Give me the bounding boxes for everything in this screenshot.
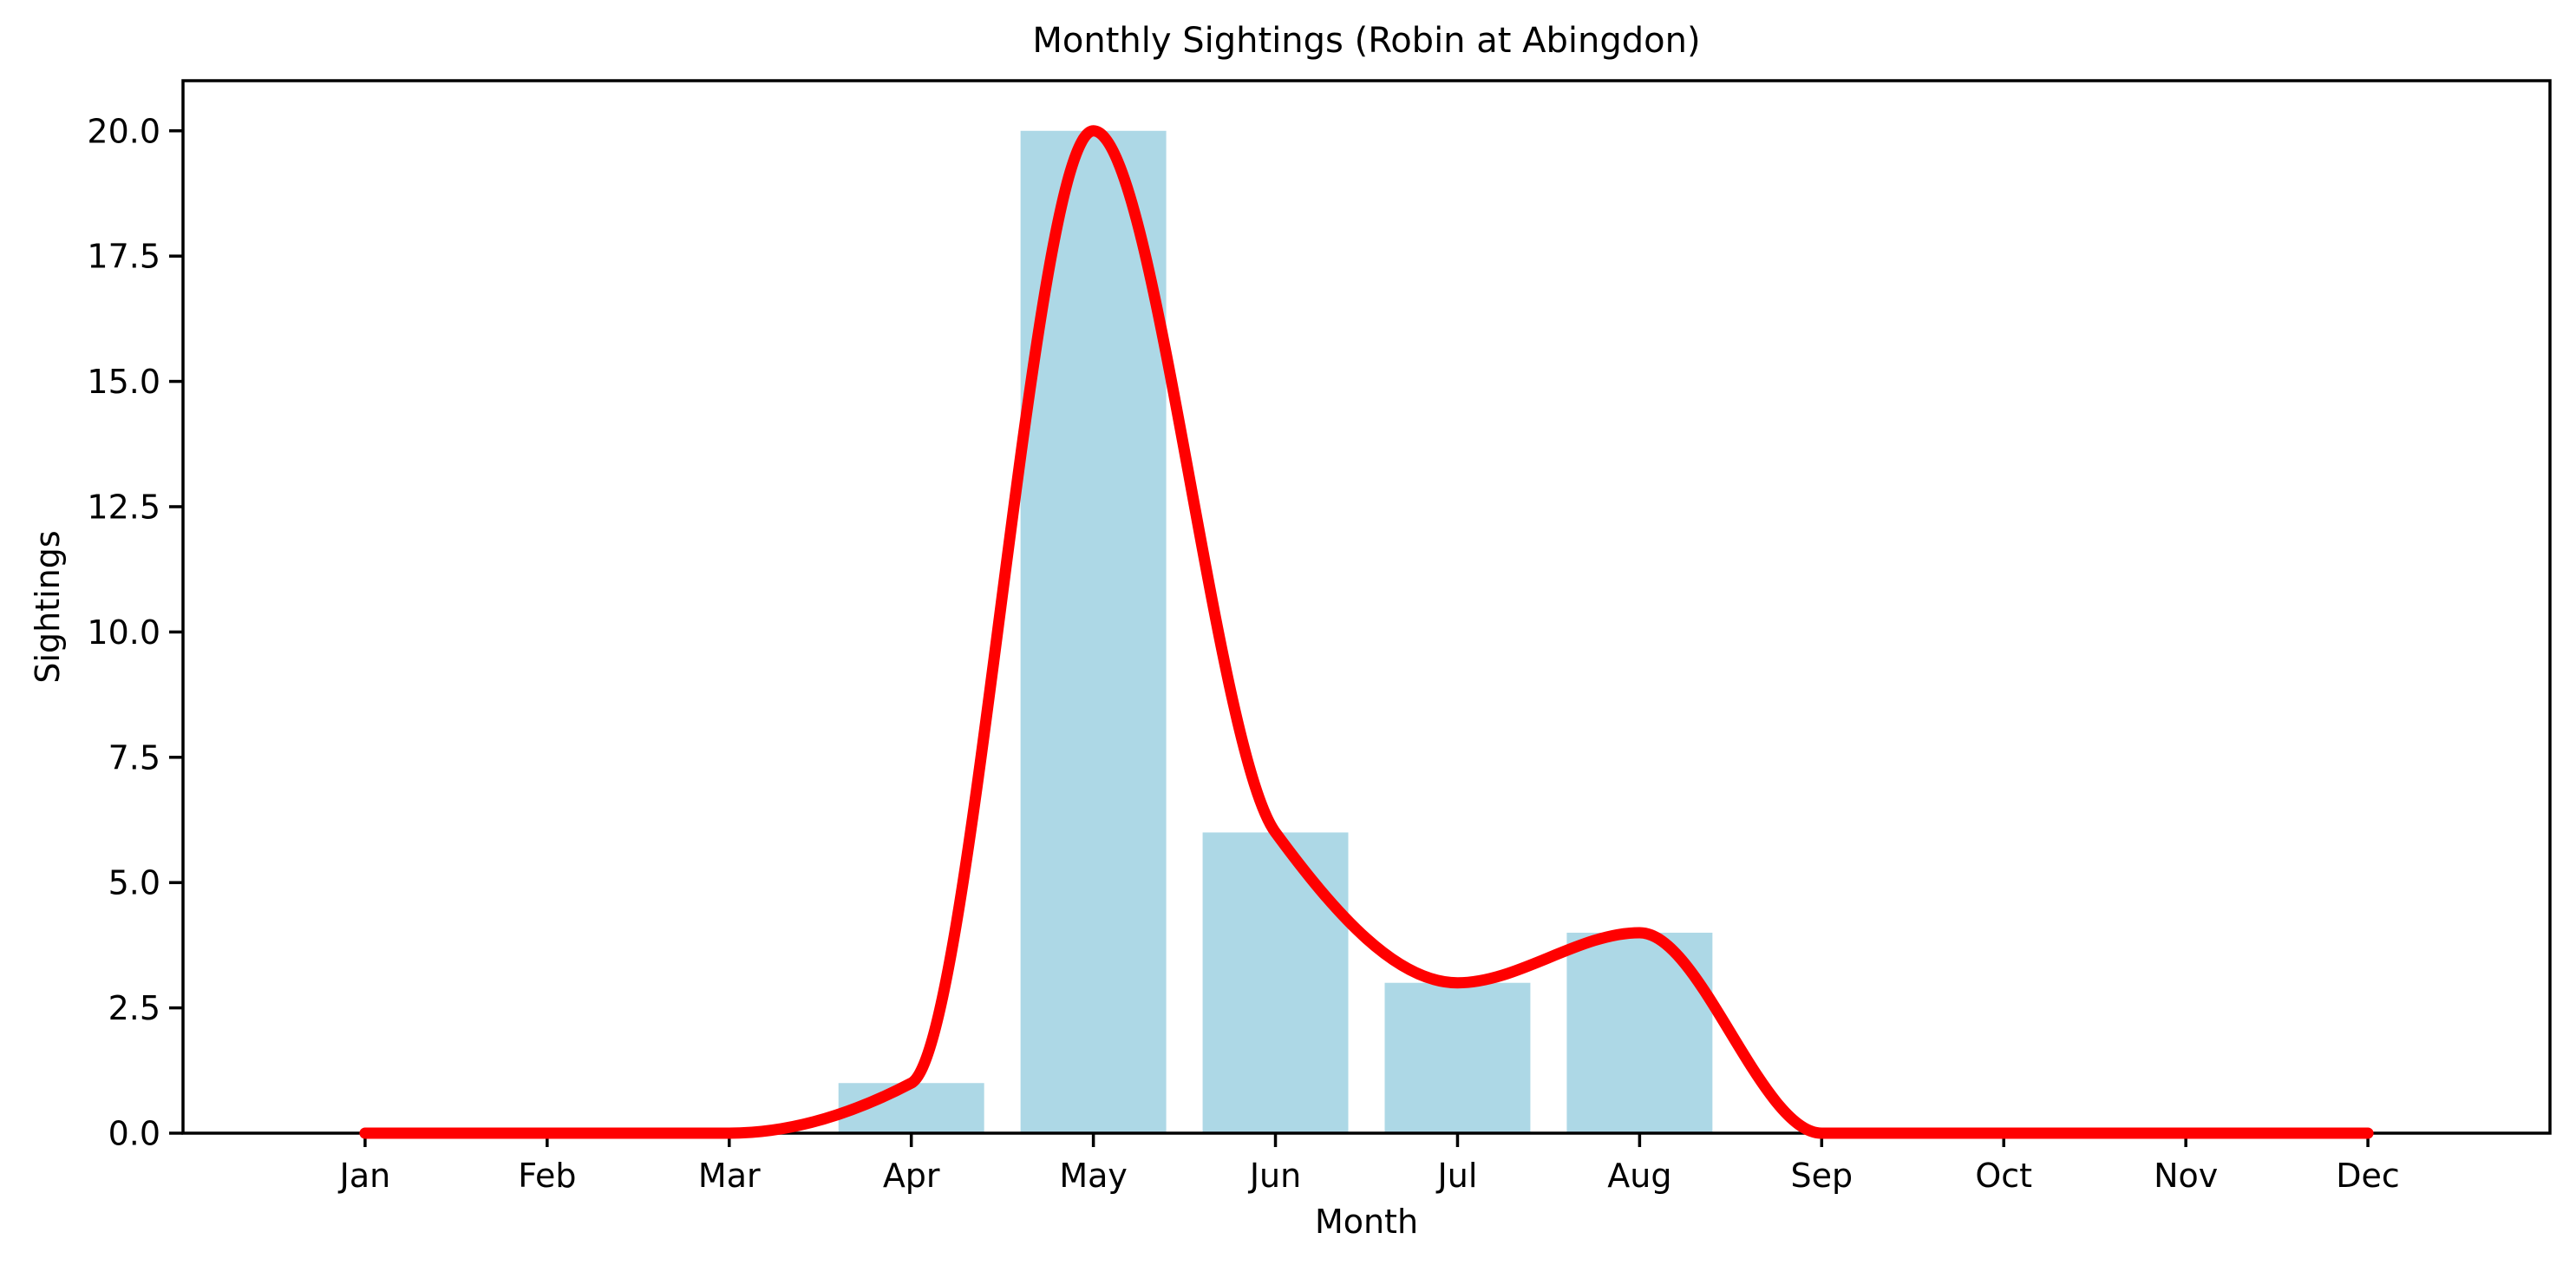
x-tick-label-oct: Oct <box>1975 1157 2032 1195</box>
y-tick-label-2.5: 2.5 <box>108 989 160 1027</box>
x-tick-label-jan: Jan <box>338 1157 391 1195</box>
bar-jul <box>1384 982 1531 1133</box>
tick-labels-layer: Jan Feb Mar Apr May Jun Jul Aug Sep Oct Nov Dec 0.0 2… <box>87 112 2399 1195</box>
x-tick-label-dec: Dec <box>2336 1157 2400 1195</box>
bars-layer <box>838 130 1713 1133</box>
curve-layer <box>359 125 2374 1139</box>
x-tick-label-jun: Jun <box>1248 1157 1301 1195</box>
y-tick-label-5.0: 5.0 <box>108 864 160 902</box>
x-tick-label-nov: Nov <box>2154 1157 2218 1195</box>
x-tick-label-aug: Aug <box>1607 1157 1671 1195</box>
y-tick-label-7.5: 7.5 <box>108 738 160 777</box>
x-tick-label-feb: Feb <box>518 1157 576 1195</box>
y-tick-label-20.0: 20.0 <box>87 112 160 150</box>
x-tick-label-apr: Apr <box>883 1157 940 1195</box>
y-tick-label-10.0: 10.0 <box>87 613 160 652</box>
trend-curve <box>359 125 2374 1139</box>
x-axis-label: Month <box>1315 1203 1418 1241</box>
axes-layer <box>169 79 2552 1147</box>
x-tick-label-sep: Sep <box>1790 1157 1853 1195</box>
y-tick-label-15.0: 15.0 <box>87 363 160 401</box>
y-tick-label-12.5: 12.5 <box>87 488 160 526</box>
x-tick-label-may: May <box>1059 1157 1128 1195</box>
y-tick-label-17.5: 17.5 <box>87 238 160 276</box>
y-axis-label: Sightings <box>29 530 67 683</box>
x-tick-label-jul: Jul <box>1436 1157 1478 1195</box>
y-tick-label-0.0: 0.0 <box>108 1115 160 1153</box>
chart-title: Monthly Sightings (Robin at Abingdon) <box>1032 21 1700 61</box>
axes-frame <box>181 79 2552 1135</box>
bar-jun <box>1202 832 1349 1133</box>
x-tick-label-mar: Mar <box>698 1157 761 1195</box>
